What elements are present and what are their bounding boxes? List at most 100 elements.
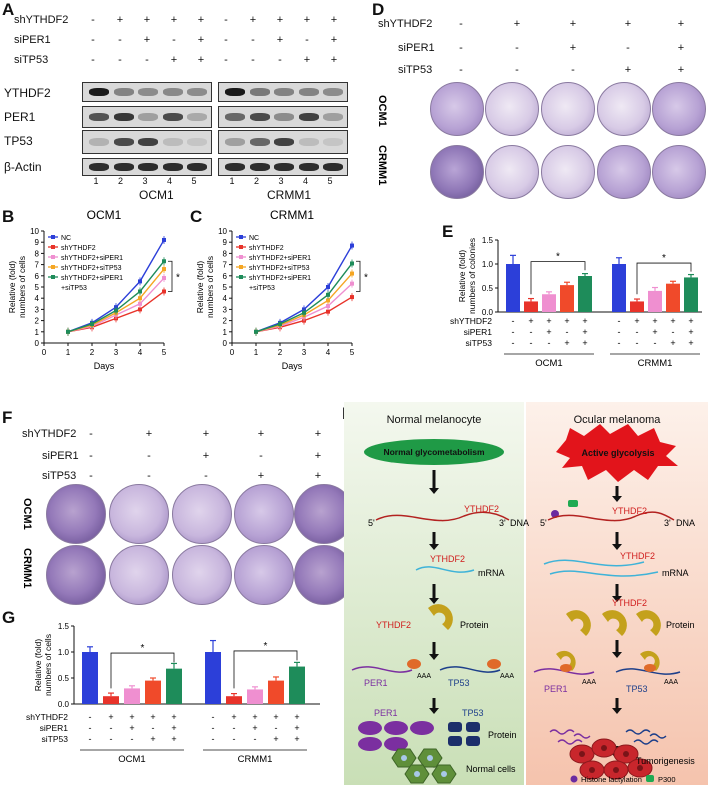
sign: + (294, 734, 299, 744)
lane-number: 3 (142, 176, 148, 186)
blot-crmm1-sitp53-sign: - (278, 54, 282, 66)
blot-ocm1-siper1-sign: + (143, 34, 151, 46)
cell-nucleus (401, 755, 407, 761)
blot-crmm1-sitp53-sign: - (251, 54, 255, 66)
dish-row-label-crmm1: CRMM1 (21, 548, 33, 589)
per1-aaa-right: AAA (582, 679, 596, 686)
lane-number: 2 (117, 176, 123, 186)
blot-ocm1-sitp53-sign: + (170, 54, 178, 66)
tumor-nucleus (623, 751, 629, 757)
sign: + (252, 712, 257, 722)
mechanism-diagram: Normal melanocyte Ocular melanoma Normal… (344, 402, 708, 785)
sign: - (275, 723, 278, 733)
colony-f-sitp53-sign: - (89, 470, 93, 482)
sign: + (252, 723, 257, 733)
sign: - (530, 338, 533, 348)
colony-d-siper1-sign: - (515, 42, 519, 54)
blot-band (138, 163, 158, 171)
blot-band (162, 88, 183, 96)
legend-marker (239, 255, 243, 259)
panel-label-b: B (2, 207, 15, 226)
significance-bracket (636, 262, 692, 295)
y-label-line: Relative (fold) (457, 250, 467, 303)
significance-star: * (662, 253, 666, 264)
blot-strip-beta-actin (218, 158, 348, 176)
blot-band (225, 113, 245, 121)
bar (666, 283, 680, 312)
blot-band (323, 88, 343, 96)
significance-star: * (141, 643, 145, 654)
sign: + (129, 723, 134, 733)
tumor-nucleus (579, 751, 585, 757)
flow-arrow-head (429, 708, 439, 714)
flow-arrow-shaft (615, 532, 619, 544)
sign: - (131, 734, 134, 744)
blot-cell-line-ocm1: OCM1 (139, 188, 174, 202)
colony-d-dish (541, 82, 595, 136)
blot-strip-tp53 (218, 130, 348, 154)
y-tick-label: 5 (35, 283, 40, 292)
cell-number-bar-chart: 0.0 0.5 1.0 1.5 Relative (fold)numbers of ce… (26, 622, 320, 765)
lane-number: 4 (166, 176, 172, 186)
per1-mrna-left (351, 666, 413, 673)
tp53-label-left: TP53 (448, 678, 470, 688)
colony-d-dish (541, 145, 595, 199)
y-label-line: Relative (fold) (195, 261, 205, 314)
protein-label-actin: β-Actin (4, 160, 42, 174)
blot-band (225, 138, 245, 146)
colony-d-dish (597, 82, 651, 136)
sign: + (273, 734, 278, 744)
flow-arrow-head (429, 654, 439, 660)
colony-d-shythdf2-sign: + (513, 18, 521, 30)
y-tick-label: 3 (35, 305, 40, 314)
legend-marker (51, 245, 55, 249)
sign: + (564, 338, 569, 348)
y-tick-label: 5 (223, 283, 228, 292)
colony-d-sitp53-sign: - (459, 64, 463, 76)
sign: - (110, 723, 113, 733)
degraded-tp53 (625, 729, 667, 745)
y-label-line: numbers of colonies (467, 238, 477, 314)
row-label-shythdf2: shYTHDF2 (22, 428, 77, 440)
blot-band (323, 163, 343, 171)
bar (289, 666, 305, 704)
blot-crmm1-sitp53-sign: + (330, 54, 338, 66)
flow-arrow-head (429, 544, 439, 550)
blot-band (162, 113, 183, 121)
dna-5prime-right: 5' (540, 518, 547, 528)
x-tick-label: 1 (254, 348, 259, 357)
significance-star: * (264, 641, 268, 652)
colony-f-sitp53-sign: + (257, 470, 265, 482)
active-glycolysis-burst (556, 424, 678, 482)
blot-strip-ythdf2 (82, 82, 212, 102)
flow-arrow-head (612, 544, 622, 550)
blot-crmm1-sitp53-sign: + (303, 54, 311, 66)
normal-cells-cluster (391, 748, 457, 784)
tumor-cells-cluster (569, 738, 653, 780)
chart-title: CRMM1 (270, 208, 314, 222)
significance-star: * (176, 272, 180, 283)
colony-f-siper1-sign: + (314, 450, 322, 462)
y-tick-label: 1 (35, 328, 40, 337)
colony-d-dish (652, 82, 706, 136)
sign: + (171, 712, 176, 722)
row-label-shythdf2: shYTHDF2 (14, 14, 69, 26)
cell-nucleus (414, 771, 420, 777)
blot-band (249, 163, 270, 171)
row-label-siper1: siPER1 (398, 42, 435, 54)
blot-band (274, 138, 294, 146)
legend-label: shYTHDF2+siTP53 (249, 265, 310, 272)
bar (630, 301, 644, 312)
dna-label-right: DNA (676, 518, 695, 528)
tp53-mrna-left (439, 666, 501, 673)
blot-band (138, 88, 158, 96)
ythdf2-protein-right-shape (602, 610, 627, 636)
active-glycolysis-label: Active glycolysis (581, 448, 654, 458)
x-tick-label: 5 (162, 348, 167, 357)
sign: - (233, 734, 236, 744)
colony-d-sitp53-sign: - (515, 64, 519, 76)
sign: + (652, 327, 657, 337)
sign: - (152, 723, 155, 733)
blot-crmm1-siper1-sign: - (224, 34, 228, 46)
flow-arrow-shaft (615, 640, 619, 652)
